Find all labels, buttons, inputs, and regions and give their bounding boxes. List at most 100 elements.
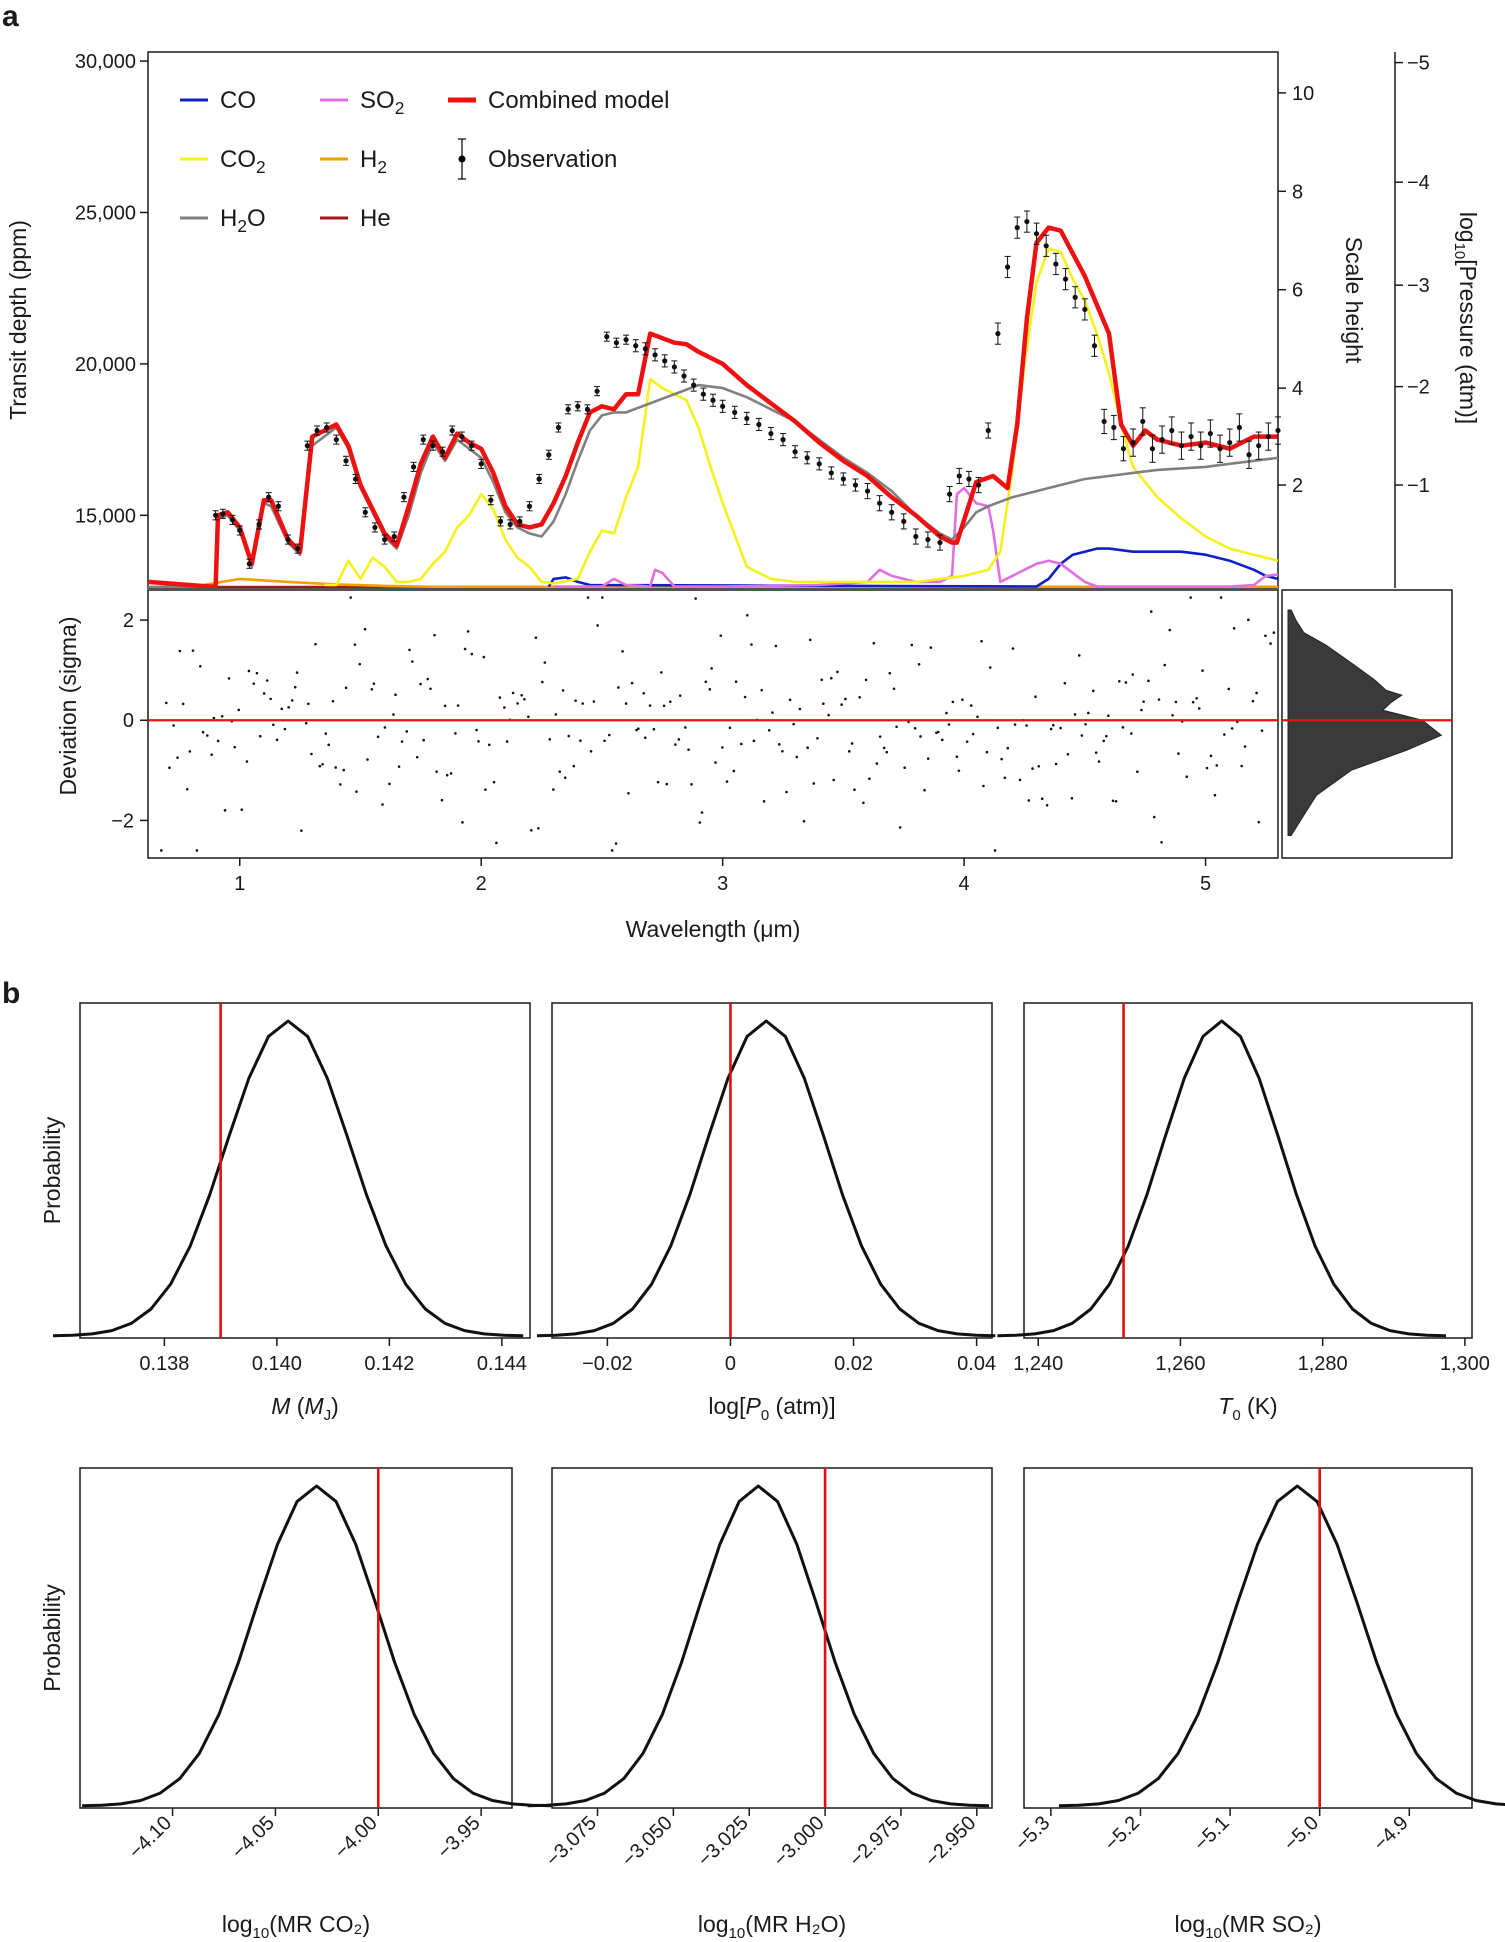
observation-point (864, 483, 871, 500)
deviation-point (511, 691, 515, 695)
deviation-point (652, 727, 656, 731)
observation-point (275, 501, 282, 512)
deviation-point (771, 711, 774, 714)
deviation-point (433, 633, 436, 637)
x-tick-label: 2 (476, 873, 487, 895)
deviation-point (798, 707, 802, 711)
deviation-point (212, 716, 216, 720)
panel-b-letter: b (2, 977, 20, 1010)
deviation-point (1160, 840, 1163, 844)
observation-point (449, 425, 456, 436)
posterior-tick-label: 0.144 (477, 1353, 527, 1375)
deviation-point (976, 715, 979, 719)
deviation-point (957, 769, 961, 773)
deviation-point (422, 738, 425, 742)
deviation-point (1272, 631, 1276, 634)
deviation-point (443, 704, 447, 708)
legend-item: H2O (180, 205, 266, 236)
deviation-point (1027, 799, 1031, 802)
deviation-point (844, 697, 847, 701)
deviation-point (454, 732, 457, 735)
deviation-point (216, 739, 220, 743)
deviation-point (1073, 713, 1077, 716)
legend-item: He (320, 205, 391, 232)
deviation-point (1140, 708, 1143, 712)
series-co (547, 547, 1278, 588)
deviation-point (1191, 700, 1195, 704)
deviation-point (710, 667, 713, 670)
deviation-point (617, 686, 620, 689)
observation-point (1159, 425, 1166, 454)
observation-point (1004, 255, 1011, 279)
posterior-curve (1058, 1484, 1505, 1808)
deviation-point (872, 641, 876, 645)
deviation-point (945, 711, 948, 715)
observation-point (767, 427, 774, 441)
observation-point (1043, 234, 1050, 257)
deviation-point (383, 726, 387, 729)
observation-point (1139, 407, 1146, 436)
posterior-panel: 0.138 0.140 0.142 0.144 M (MJ) Probability (39, 1002, 531, 1424)
observation-point (792, 445, 799, 459)
observation-point (994, 322, 1001, 345)
posterior-frame (551, 1002, 993, 1339)
observation-point (265, 492, 272, 503)
deviation-point (1163, 663, 1167, 667)
deviation-point (376, 735, 380, 739)
dev-y-tick-label: 2 (123, 610, 134, 632)
observation-point (1072, 286, 1079, 309)
deviation-point (687, 748, 690, 751)
deviation-point (969, 704, 973, 707)
observation-point (816, 457, 823, 471)
transmission-spectrum-chart: 15,000 20,000 25,000 30,000 2 4 6 8 10 −1 −2 −3 −4… (5, 51, 1481, 589)
deviation-point (492, 780, 496, 784)
model-series (148, 225, 1278, 588)
deviation-point (554, 713, 558, 716)
posterior-xlabel: log10(MR H₂O) (698, 1911, 846, 1942)
deviation-point (172, 724, 175, 727)
observation-point (362, 507, 369, 518)
deviation-point (847, 750, 851, 753)
histogram-frame (1281, 589, 1453, 859)
posterior-tick-label: −0.02 (582, 1353, 633, 1375)
deviation-point (982, 784, 985, 788)
pressure-tick-label: −2 (1407, 377, 1430, 399)
deviation-point (596, 624, 599, 627)
deviation-point (449, 772, 453, 775)
observation-point (828, 466, 835, 480)
observation-point (1236, 413, 1243, 442)
observation-point (507, 519, 514, 530)
observation-point (294, 543, 301, 554)
deviation-point (951, 700, 955, 704)
y-tick-label: 30,000 (75, 51, 136, 73)
observation-point (429, 440, 436, 451)
histogram-area (1282, 609, 1452, 837)
observation-points (212, 210, 1281, 569)
deviation-point (168, 766, 171, 770)
deviation-point (1111, 799, 1115, 803)
dev-y-tick-label: 0 (123, 710, 134, 732)
deviation-point (400, 740, 404, 743)
deviation-point (1003, 776, 1007, 780)
deviation-point (832, 778, 835, 782)
observation-point (632, 339, 639, 353)
posterior-tick-label: 0.04 (957, 1353, 996, 1375)
legend-item: Combined model (448, 87, 669, 114)
posterior-xlabel: T0 (K) (1218, 1393, 1277, 1424)
observation-point (1081, 298, 1088, 321)
deviation-point (1091, 689, 1095, 693)
observation-point (852, 478, 859, 492)
deviation-point (475, 728, 478, 732)
series-co2 (324, 247, 1278, 587)
deviation-point (210, 753, 213, 756)
pressure-tick-label: −1 (1407, 475, 1430, 497)
deviation-point (516, 702, 519, 705)
deviation-point (1066, 752, 1070, 756)
deviation-point (227, 677, 231, 680)
deviation-point (1102, 739, 1106, 743)
deviation-point (743, 695, 747, 699)
deviation-point (262, 692, 266, 695)
deviation-point (324, 732, 328, 735)
deviation-point (1121, 726, 1125, 729)
deviation-point (534, 636, 538, 639)
